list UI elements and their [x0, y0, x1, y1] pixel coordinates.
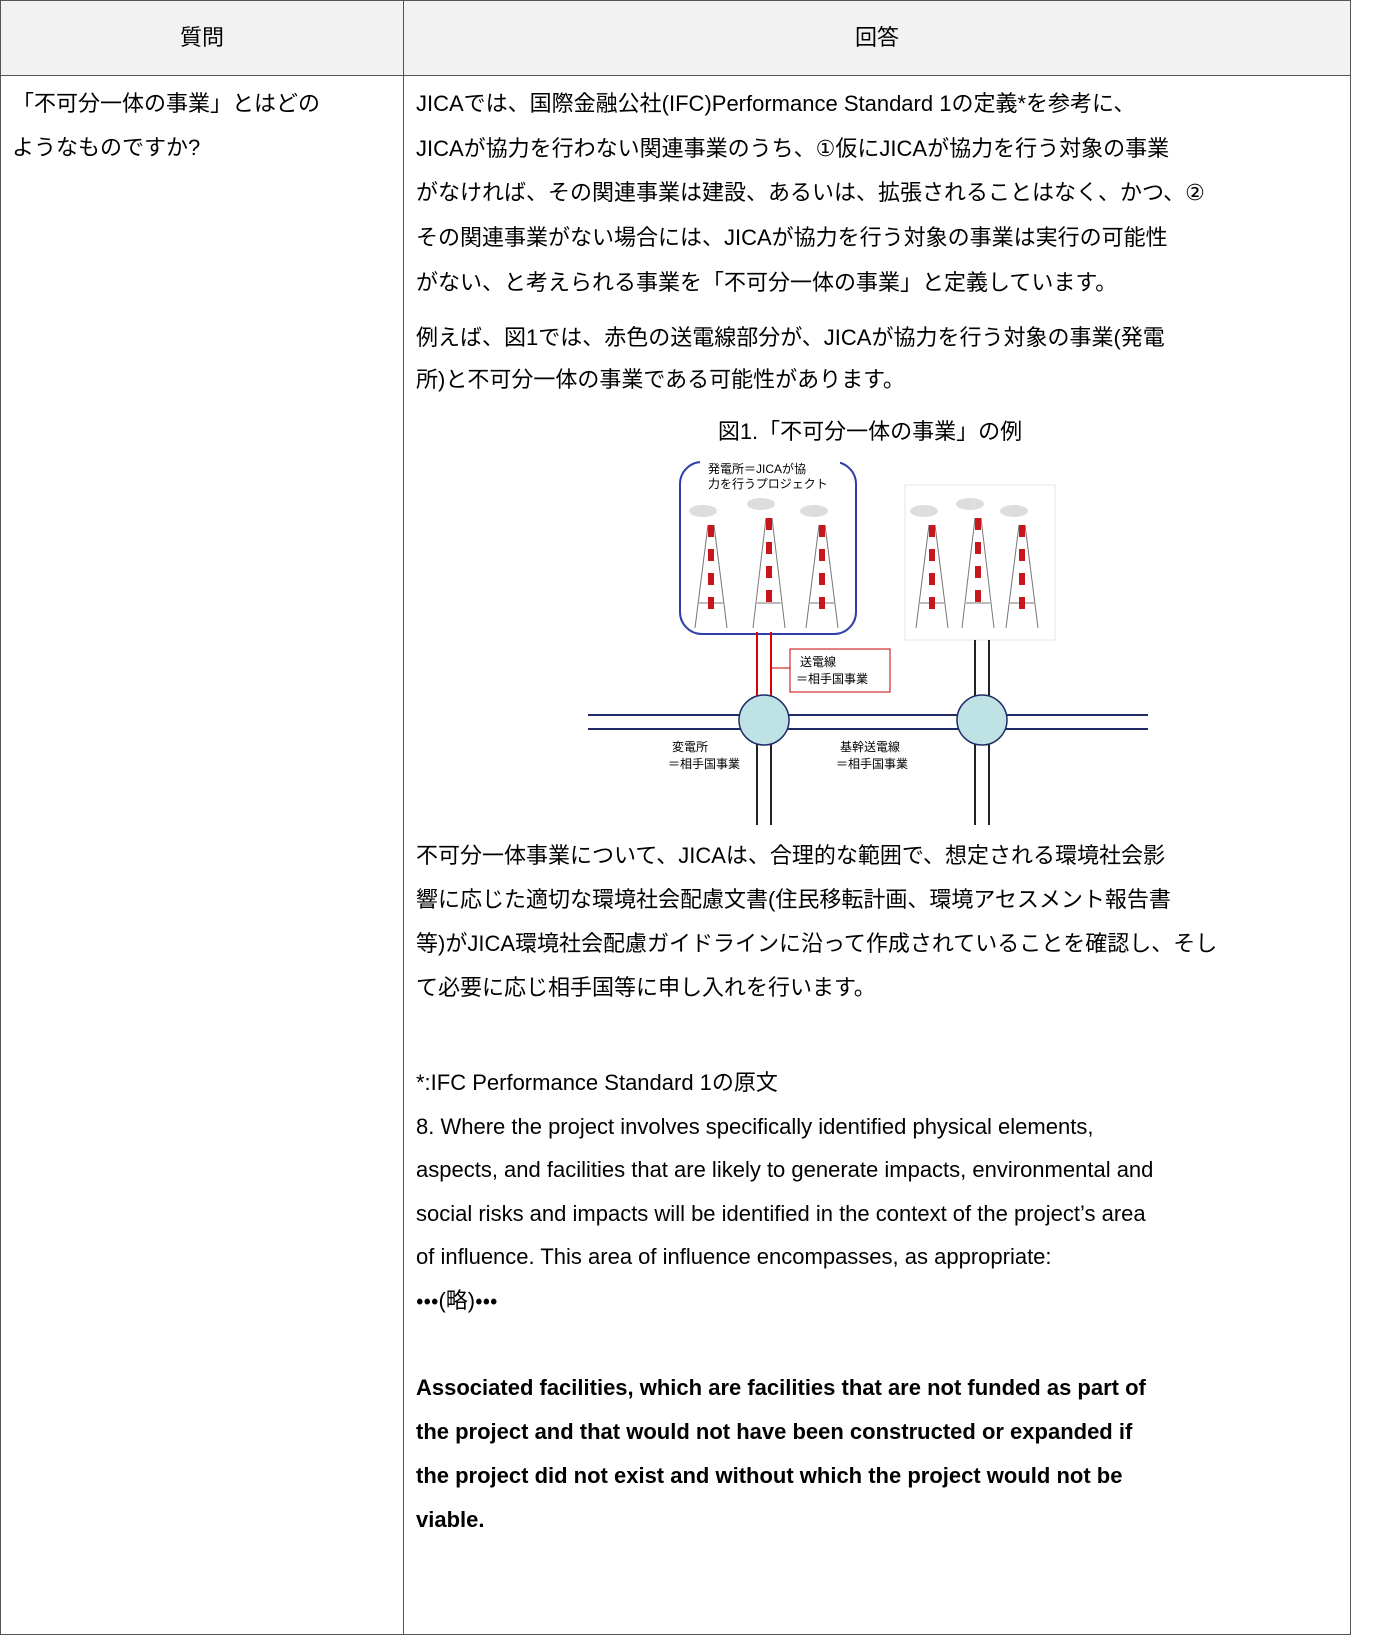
- figure-label: 発電所＝JICAが協: [708, 461, 806, 476]
- tower-part: [819, 549, 825, 561]
- figure-label: ＝相手国事業: [668, 757, 740, 771]
- tower-part: [1019, 549, 1025, 561]
- tower-part: [819, 573, 825, 585]
- tower-part: [929, 573, 935, 585]
- text-line: がなければ、その関連事業は建設、あるいは、拡張されることはなく、かつ、②: [416, 180, 1205, 205]
- text-line: がない、と考えられる事業を「不可分一体の事業」と定義しています。: [416, 270, 1118, 295]
- tower-part: [1019, 597, 1025, 609]
- tower-part: [1000, 505, 1028, 517]
- tower-part: [708, 525, 714, 537]
- tower-part: [929, 549, 935, 561]
- tower-part: [771, 517, 786, 629]
- substation: [738, 694, 790, 746]
- text-line: その関連事業がない場合には、JICAが協力を行う対象の事業は実行の可能性: [416, 225, 1168, 250]
- tower-part: [800, 505, 828, 517]
- text-line: 「不可分一体の事業」とはどの: [12, 91, 321, 116]
- figure-label: 変電所: [672, 739, 708, 754]
- tower-part: [747, 498, 775, 510]
- tower-part: [766, 590, 772, 602]
- tower-part: [708, 549, 714, 561]
- tower-part: [689, 505, 717, 517]
- figure-label: ＝相手国事業: [836, 757, 908, 771]
- figure-caption: 図1.「不可分一体の事業」の例: [717, 419, 1023, 444]
- text-line: JICAでは、国際金融公社(IFC)Performance Standard 1…: [416, 91, 1136, 116]
- figure-label: 送電線: [800, 654, 836, 669]
- text-line: 8. Where the project involves specifical…: [416, 1113, 1094, 1139]
- figure-label: 力を行うプロジェクト: [708, 477, 828, 491]
- tower-part: [805, 524, 820, 629]
- figure-label: ＝相手国事業: [796, 672, 868, 686]
- tower-part: [1019, 525, 1025, 537]
- tower-part: [934, 524, 949, 629]
- text-line: *:IFC Performance Standard 1の原文: [416, 1070, 778, 1095]
- tower-part: [766, 518, 772, 530]
- header-cell: [0, 0, 404, 76]
- figure-label: 基幹送電線: [840, 739, 900, 754]
- tower-part: [975, 518, 981, 530]
- tower-part: [1019, 573, 1025, 585]
- tower-part: [708, 573, 714, 585]
- text-line: JICAが協力を行わない関連事業のうち、①仮にJICAが協力を行う対象の事業: [416, 136, 1170, 161]
- tower-part: [915, 524, 930, 629]
- tower-part: [929, 525, 935, 537]
- tower-part: [910, 505, 938, 517]
- text-line: Associated facilities, which are facilit…: [416, 1375, 1146, 1400]
- tower-part: [824, 524, 839, 629]
- tower-part: [929, 597, 935, 609]
- label-bg: [700, 456, 840, 492]
- header-text: 回答: [854, 25, 900, 50]
- tower-part: [961, 517, 976, 629]
- text-line: social risks and impacts will be identif…: [416, 1200, 1146, 1226]
- text-line: 等)がJICA環境社会配慮ガイドラインに沿って作成されていることを確認し、そし: [416, 931, 1218, 956]
- label-box: [789, 648, 891, 693]
- text-line: viable.: [416, 1507, 485, 1532]
- tower-part: [819, 597, 825, 609]
- tower-part: [694, 524, 709, 629]
- tower-part: [975, 566, 981, 578]
- tower-part: [956, 498, 984, 510]
- tower-part: [975, 590, 981, 602]
- text-line: ようなものですか?: [12, 135, 201, 160]
- tower-part: [708, 597, 714, 609]
- header-cell: [403, 0, 1351, 76]
- text-line: ・・・(略)・・・: [416, 1287, 498, 1313]
- substation: [956, 694, 1008, 746]
- tower-part: [766, 542, 772, 554]
- text-line: 不可分一体事業について、JICAは、合理的な範囲で、想定される環境社会影: [416, 843, 1166, 868]
- tower-part: [975, 542, 981, 554]
- text-line: 所)と不可分一体の事業である可能性があります。: [416, 367, 905, 392]
- text-line: the project and that would not have been…: [416, 1419, 1133, 1444]
- header-text: 質問: [179, 25, 225, 50]
- text-line: the project did not exist and without wh…: [416, 1463, 1123, 1488]
- tower-part: [1024, 524, 1039, 629]
- tower-part: [713, 524, 728, 629]
- text-line: of influence. This area of influence enc…: [416, 1244, 1052, 1269]
- tower-part: [980, 517, 995, 629]
- tower-part: [819, 525, 825, 537]
- text-line: て必要に応じ相手国等に申し入れを行います。: [416, 975, 876, 1000]
- text-line: 響に応じた適切な環境社会配慮文書(住民移転計画、環境アセスメント報告書: [416, 887, 1171, 912]
- tower-part: [752, 517, 767, 629]
- tower-part: [766, 566, 772, 578]
- text-line: 例えば、図1では、赤色の送電線部分が、JICAが協力を行う対象の事業(発電: [416, 325, 1165, 350]
- tower-part: [1005, 524, 1020, 629]
- text-line: aspects, and facilities that are likely …: [416, 1157, 1154, 1182]
